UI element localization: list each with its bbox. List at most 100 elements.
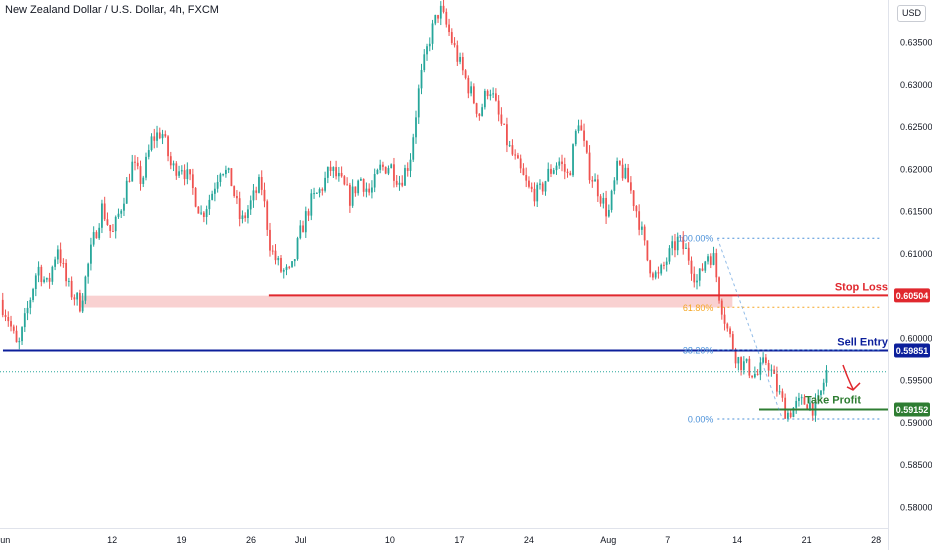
- candle-body: [610, 190, 613, 210]
- candle-body: [112, 231, 114, 233]
- candle-body: [616, 160, 619, 181]
- candle-body: [302, 225, 304, 233]
- candle-body: [150, 136, 153, 151]
- currency-button[interactable]: USD: [897, 5, 926, 22]
- time-tick-label: 28: [871, 535, 881, 545]
- candle-body: [753, 373, 756, 378]
- candle-body: [401, 182, 404, 186]
- candle-body: [668, 248, 671, 262]
- candle-body: [437, 15, 439, 19]
- candle-body: [789, 412, 792, 418]
- candle-body: [517, 155, 519, 159]
- candle-body: [671, 241, 674, 249]
- candle-body: [775, 373, 778, 392]
- candle-body: [707, 256, 709, 262]
- candle-body: [745, 358, 748, 362]
- candle-body: [43, 279, 45, 283]
- candle-body: [461, 56, 464, 71]
- candle-body: [393, 164, 395, 181]
- candle-body: [241, 215, 244, 220]
- take-profit-label: Take Profit: [805, 395, 861, 407]
- candle-body: [164, 134, 167, 137]
- candle-body: [313, 193, 315, 195]
- candle-body: [434, 15, 437, 24]
- time-tick-label: Jul: [295, 535, 307, 545]
- take-profit-price-label: 0.59152: [896, 405, 929, 415]
- candle-body: [332, 167, 335, 171]
- time-tick-label: 7: [665, 535, 670, 545]
- price-tick-label: 0.62500: [900, 122, 932, 132]
- candle-body: [588, 152, 591, 181]
- candle-body: [577, 125, 580, 132]
- candle-body: [288, 266, 291, 268]
- candle-body: [398, 182, 401, 185]
- candle-body: [629, 182, 632, 191]
- candle-body: [213, 188, 216, 194]
- candle-body: [12, 326, 15, 331]
- candle-body: [450, 32, 453, 43]
- candle-body: [211, 193, 214, 200]
- candle-body: [522, 168, 525, 176]
- candle-body: [580, 125, 583, 131]
- candle-body: [751, 375, 754, 378]
- candle-body: [15, 330, 18, 343]
- candle-body: [561, 161, 563, 165]
- sell-entry-price-tag: [894, 343, 930, 358]
- candle-body: [492, 93, 495, 95]
- candle-body: [335, 167, 338, 177]
- candle-body: [726, 323, 729, 329]
- price-tick-label: 0.61500: [900, 207, 932, 217]
- candle-body: [324, 177, 326, 191]
- candle-body: [624, 167, 627, 179]
- time-tick-label: 10: [385, 535, 395, 545]
- candle-body: [128, 180, 131, 182]
- take-profit-price-tag: [894, 402, 930, 417]
- candle-body: [362, 179, 365, 192]
- candle-body: [657, 272, 660, 274]
- time-tick-label: 24: [524, 535, 534, 545]
- projection-arrow: [842, 364, 854, 390]
- candle-body: [563, 164, 566, 172]
- candle-body: [547, 168, 550, 182]
- candle-body: [153, 136, 156, 141]
- candle-body: [448, 24, 450, 33]
- candle-body: [627, 167, 630, 183]
- candle-body: [762, 357, 765, 363]
- candle-body: [134, 161, 136, 163]
- candle-body: [602, 197, 605, 204]
- candle-body: [475, 103, 478, 114]
- candle-body: [820, 390, 822, 396]
- candle-body: [690, 260, 693, 274]
- fib-level-label: 61.80%: [683, 303, 714, 313]
- candle-body: [467, 77, 470, 94]
- candle-body: [219, 174, 222, 182]
- candle-body: [825, 369, 828, 383]
- candle-body: [249, 200, 252, 210]
- candle-body: [803, 397, 806, 405]
- candle-body: [70, 280, 73, 298]
- candle-body: [26, 307, 29, 314]
- candle-body: [382, 164, 384, 167]
- candle-body: [21, 327, 23, 342]
- candle-body: [508, 145, 511, 147]
- candle-body: [800, 397, 803, 399]
- candle-body: [172, 163, 175, 166]
- candle-body: [767, 363, 770, 371]
- candle-body: [539, 183, 541, 185]
- candle-body: [359, 179, 362, 181]
- time-tick-label: 19: [177, 535, 187, 545]
- candle-body: [809, 402, 811, 410]
- candle-body: [792, 407, 795, 418]
- candle-body: [76, 292, 79, 300]
- time-tick-label: 17: [454, 535, 464, 545]
- price-tick-label: 0.58000: [900, 502, 932, 512]
- candle-body: [156, 132, 158, 141]
- candle-body: [533, 188, 536, 202]
- candle-body: [519, 158, 522, 169]
- candle-body: [348, 184, 351, 206]
- sell-entry-price-label: 0.59851: [896, 346, 929, 356]
- candle-body: [687, 247, 690, 261]
- candle-body: [161, 134, 164, 139]
- candle-body: [420, 70, 423, 89]
